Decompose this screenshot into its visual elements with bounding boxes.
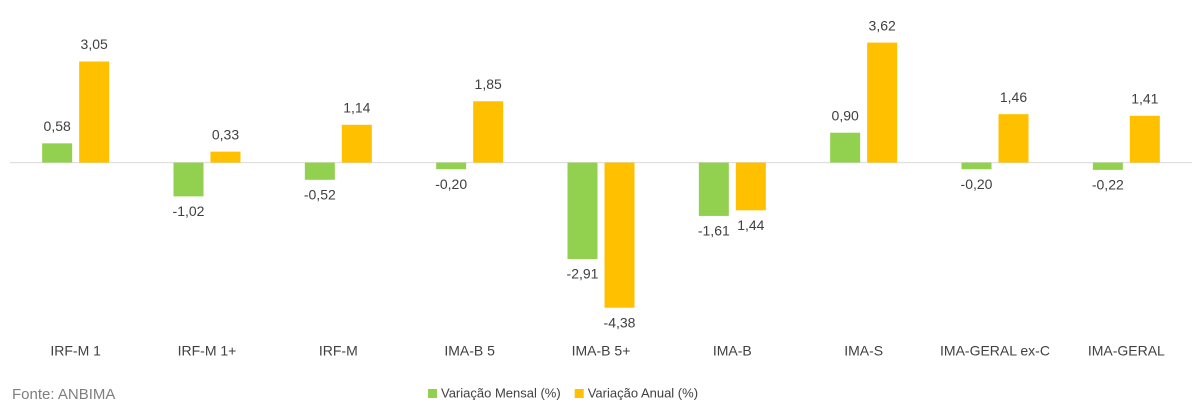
bar [698, 162, 729, 216]
bar [1129, 115, 1160, 163]
data-label: 1,41 [1131, 91, 1158, 107]
legend-label: Variação Mensal (%) [441, 385, 561, 400]
data-label: 3,05 [81, 36, 108, 52]
data-label: 3,62 [869, 17, 896, 33]
bar [567, 162, 598, 260]
bar [436, 162, 467, 170]
data-label: 0,33 [212, 126, 239, 142]
bar [42, 143, 73, 163]
data-label: 0,58 [44, 118, 71, 134]
data-label: -0,22 [1092, 177, 1124, 193]
bar [304, 162, 335, 180]
legend-label: Variação Anual (%) [588, 385, 698, 400]
x-tick-label: IRF-M 1+ [178, 343, 237, 359]
bar [867, 42, 898, 163]
data-label: 1,44 [737, 217, 764, 233]
x-tick-label: IRF-M [319, 343, 358, 359]
legend-swatch [574, 389, 584, 398]
bar [341, 124, 372, 163]
bar [173, 162, 204, 197]
x-tick-label: IMA-GERAL [1088, 343, 1165, 359]
x-tick-label: IMA-B 5 [444, 343, 495, 359]
x-tick-label: IRF-M 1 [50, 343, 101, 359]
bar [604, 162, 635, 308]
bar [1092, 162, 1123, 170]
bar [79, 61, 110, 163]
bar [473, 101, 504, 163]
data-label: -1,61 [698, 223, 730, 239]
data-label: 1,46 [1000, 89, 1027, 105]
data-label: 1,85 [475, 76, 502, 92]
data-label: -1,02 [173, 203, 205, 219]
data-label: -2,91 [567, 266, 599, 282]
x-tick-label: IMA-GERAL ex-C [940, 343, 1050, 359]
x-tick-label: IMA-B 5+ [572, 343, 631, 359]
source: Fonte: ANBIMA [12, 386, 115, 403]
legend-swatch [428, 389, 437, 398]
data-label: -0,20 [961, 176, 993, 192]
data-label: 1,14 [343, 99, 370, 115]
data-label: -4,38 [604, 314, 636, 330]
x-tick-label: IMA-S [844, 343, 883, 359]
bar [210, 151, 241, 163]
bar [735, 162, 766, 211]
data-label: -0,52 [304, 187, 336, 203]
data-label: -0,20 [435, 176, 467, 192]
bar [830, 132, 861, 163]
x-tick-label: IMA-B [713, 343, 752, 359]
bar [998, 114, 1029, 163]
bar [961, 162, 992, 170]
data-label: 0,90 [832, 107, 859, 123]
